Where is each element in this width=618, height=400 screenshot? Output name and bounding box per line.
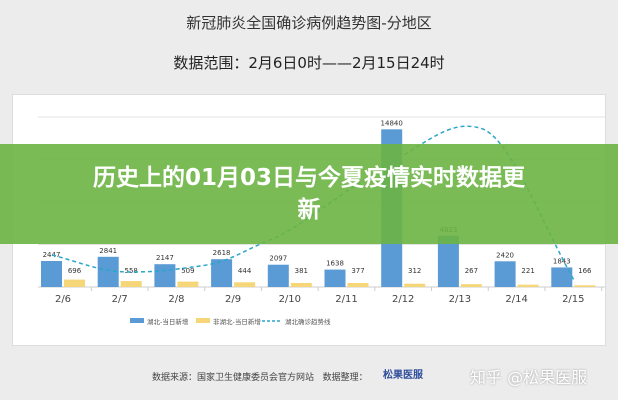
data-label-non-hubei: 509 <box>181 267 194 275</box>
bar-hubei <box>211 259 233 287</box>
legend-swatch <box>196 318 210 323</box>
data-label-non-hubei: 267 <box>465 267 478 275</box>
legend-swatch <box>130 318 144 323</box>
bar-hubei <box>324 269 346 287</box>
bar-hubei <box>267 264 289 287</box>
x-tick-label: 2/13 <box>449 294 471 305</box>
x-tick-label: 2/9 <box>225 294 241 305</box>
data-label-hubei: 2147 <box>156 254 174 262</box>
bar-non-hubei <box>574 285 596 287</box>
legend-label: 非湖北-当日新增 <box>213 317 261 326</box>
x-tick-label: 2/14 <box>505 294 527 305</box>
organizer-label: 数据整理： <box>322 373 368 383</box>
source-text: 数据来源：国家卫生健康委员会官方网站 <box>152 373 315 383</box>
bar-hubei <box>437 235 459 287</box>
brand-logo: 松果医服 <box>383 370 423 381</box>
data-label-non-hubei: 221 <box>521 267 534 275</box>
headline-banner: 历史上的01月03日与今夏疫情实时数据更新 <box>0 144 618 244</box>
chart-subtitle: 数据范围：2月6日0时——2月15日24时 <box>173 54 445 72</box>
data-label-hubei: 2097 <box>269 255 287 263</box>
x-tick-label: 2/8 <box>168 294 184 305</box>
data-label-hubei: 2420 <box>496 251 514 259</box>
bar-non-hubei <box>404 283 426 287</box>
x-tick-label: 2/11 <box>335 294 357 305</box>
bar-non-hubei <box>290 282 312 287</box>
data-label-hubei: 2618 <box>213 249 231 257</box>
bar-non-hubei <box>460 284 482 287</box>
data-label-hubei: 1843 <box>553 257 571 265</box>
bar-non-hubei <box>64 279 85 287</box>
bar-hubei <box>494 261 516 287</box>
x-tick-label: 2/12 <box>392 294 414 305</box>
watermark: 知乎 @松果医服 <box>470 368 588 387</box>
x-tick-label: 2/6 <box>55 294 71 305</box>
legend-label: 湖北-当日新增 <box>147 317 188 326</box>
data-label-hubei: 2841 <box>99 247 117 255</box>
headline-text: 历史上的01月03日与今夏疫情实时数据更新 <box>92 165 525 223</box>
bar-non-hubei <box>234 282 256 287</box>
data-label-non-hubei: 381 <box>295 267 308 275</box>
x-tick-label: 2/10 <box>279 294 301 305</box>
x-tick-label: 2/15 <box>562 294 584 305</box>
legend-label: 湖北确诊趋势线 <box>285 317 331 326</box>
data-label-hubei: 14840 <box>381 119 403 127</box>
chart-title: 新冠肺炎全国确诊病例趋势图-分地区 <box>186 14 432 32</box>
data-label-non-hubei: 377 <box>351 267 364 275</box>
bar-non-hubei <box>347 282 369 287</box>
x-tick-label: 2/7 <box>112 294 128 305</box>
bar-hubei <box>551 267 573 287</box>
bar-hubei <box>154 264 176 287</box>
bar-non-hubei <box>517 284 539 287</box>
data-label-hubei: 1638 <box>326 260 344 268</box>
data-label-non-hubei: 166 <box>578 267 592 275</box>
data-label-non-hubei: 444 <box>238 267 252 275</box>
data-label-non-hubei: 696 <box>68 267 82 275</box>
data-source: 数据来源：国家卫生健康委员会官方网站 数据整理： <box>152 370 368 383</box>
data-label-non-hubei: 312 <box>408 267 421 275</box>
data-label-hubei: 2447 <box>43 251 61 259</box>
data-label-non-hubei: 558 <box>125 267 138 275</box>
bar-hubei <box>97 256 119 287</box>
bar-hubei <box>41 261 62 287</box>
bar-non-hubei <box>177 281 199 287</box>
bar-non-hubei <box>120 281 142 287</box>
